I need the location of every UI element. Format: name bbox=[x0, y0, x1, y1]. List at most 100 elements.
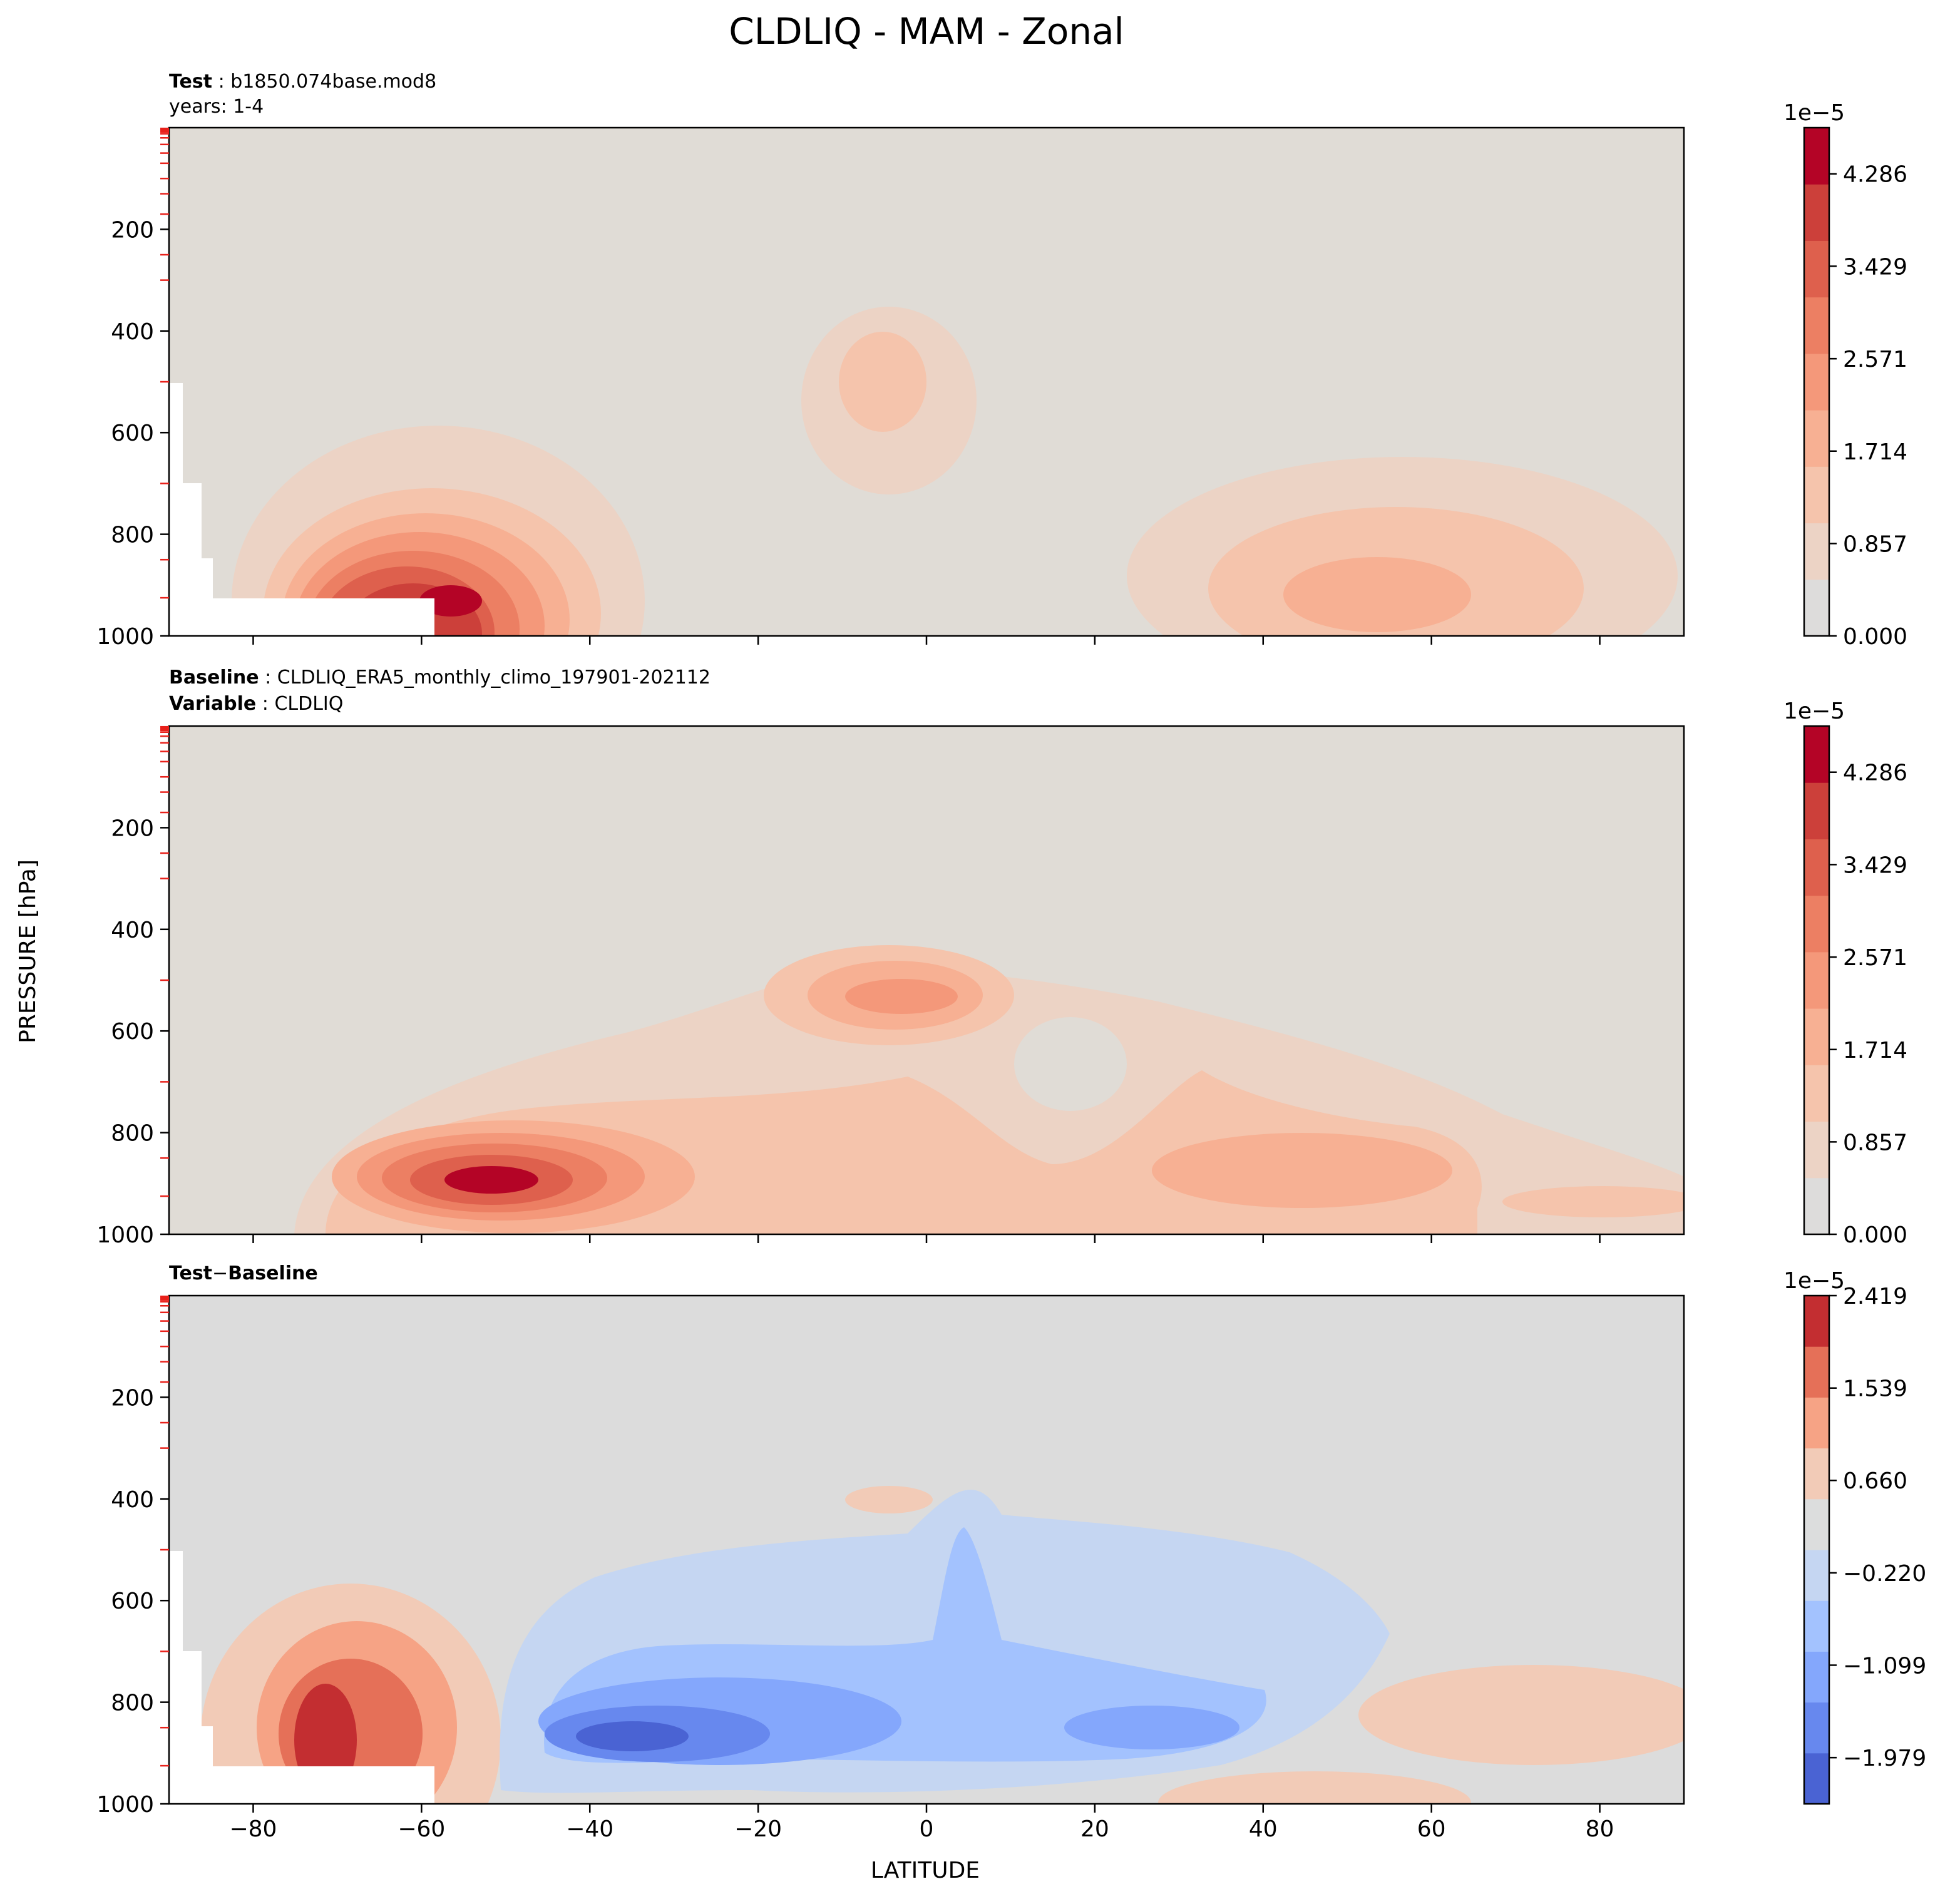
contour-arctic bbox=[1502, 1186, 1684, 1217]
x-ticks bbox=[252, 1234, 1601, 1243]
y-tick-label: 600 bbox=[111, 1589, 154, 1614]
colorbar-segment bbox=[1804, 1600, 1829, 1652]
colorbar-tick-label: 2.571 bbox=[1843, 945, 1907, 971]
panel-baseline-variable: CLDLIQ bbox=[274, 693, 343, 715]
y-tick-label: 1000 bbox=[96, 1792, 154, 1818]
colorbar-offset-label: 1e−5 bbox=[1783, 100, 1845, 126]
colorbar-segment bbox=[1804, 1651, 1829, 1703]
panel-test-title-line1: Test : b1850.074base.mod8 bbox=[169, 71, 436, 93]
colorbar-offset-label: 1e−5 bbox=[1783, 699, 1845, 724]
panel-test-case: b1850.074base.mod8 bbox=[230, 71, 436, 93]
colorbar-tick-label: 1.714 bbox=[1843, 439, 1907, 465]
y-tick-label: 400 bbox=[111, 1487, 154, 1513]
pressure-level-marks bbox=[160, 127, 169, 599]
y-tick-label: 800 bbox=[111, 1121, 154, 1147]
x-tick-label: 20 bbox=[1080, 1816, 1109, 1842]
colorbar-tick-label: 0.857 bbox=[1843, 531, 1907, 557]
panel-test-contours bbox=[169, 128, 1684, 636]
colorbar-segment bbox=[1804, 466, 1829, 524]
y-tick-label: 800 bbox=[111, 1691, 154, 1716]
colorbar-segment bbox=[1804, 1177, 1829, 1235]
contour-level-3b bbox=[1152, 1133, 1452, 1208]
contour-level-7 bbox=[444, 1166, 538, 1194]
colorbar-tick-label: 4.286 bbox=[1843, 760, 1907, 786]
colorbar-tick-label: 0.660 bbox=[1843, 1468, 1907, 1494]
y-tick-label: 1000 bbox=[96, 624, 154, 650]
colorbar-segment bbox=[1804, 1702, 1829, 1754]
colorbar-segment bbox=[1804, 1397, 1829, 1449]
x-tick-label: 60 bbox=[1417, 1816, 1446, 1842]
colorbar-segment bbox=[1804, 1065, 1829, 1122]
colorbar-tick-label: −0.220 bbox=[1843, 1561, 1926, 1587]
figure-title: CLDLIQ - MAM - Zonal bbox=[729, 10, 1124, 53]
contour-tropics-3 bbox=[845, 979, 958, 1014]
x-tick-label: −60 bbox=[398, 1816, 445, 1842]
x-tick-label: −20 bbox=[734, 1816, 782, 1842]
x-ticks: −80 −60 −40 −20 0 20 40 60 80 bbox=[229, 1804, 1614, 1842]
colorbar-segment bbox=[1804, 1498, 1829, 1550]
y-tick-label: 600 bbox=[111, 421, 154, 446]
colorbar-tick-label: 1.714 bbox=[1843, 1038, 1907, 1063]
topography-mask bbox=[169, 383, 434, 636]
contour-level-8 bbox=[419, 585, 482, 617]
panel-test-separator: : bbox=[212, 71, 230, 93]
panel-baseline-contours bbox=[169, 726, 1684, 1234]
x-tick-label: 0 bbox=[920, 1816, 934, 1842]
panel-difference-baseline: Baseline bbox=[228, 1262, 318, 1284]
panel-baseline-variable-label: Variable bbox=[169, 693, 256, 715]
panel-baseline-variable-separator: : bbox=[256, 693, 274, 715]
y-tick-label: 200 bbox=[111, 1385, 154, 1411]
panel-baseline-separator: : bbox=[259, 667, 277, 688]
panel-baseline: Baseline : CLDLIQ_ERA5_monthly_climo_197… bbox=[96, 667, 1907, 1248]
y-tick-label: 800 bbox=[111, 523, 154, 548]
x-ticks bbox=[252, 636, 1601, 645]
colorbar-tick-label: 2.419 bbox=[1843, 1284, 1907, 1309]
colorbar-segment bbox=[1804, 1550, 1829, 1601]
x-axis-label: LATITUDE bbox=[871, 1858, 980, 1883]
colorbar-segment bbox=[1804, 1008, 1829, 1065]
panel-baseline-label: Baseline bbox=[169, 667, 259, 688]
panel-difference-minus: − bbox=[212, 1262, 228, 1284]
colorbar-segment bbox=[1804, 839, 1829, 896]
x-tick-label: 40 bbox=[1249, 1816, 1278, 1842]
colorbar-tick-label: 0.000 bbox=[1843, 624, 1907, 650]
colorbar-segment bbox=[1804, 782, 1829, 839]
colorbar-frame bbox=[1803, 725, 1830, 1236]
colorbar-segment bbox=[1804, 297, 1829, 354]
contour-tropics-2 bbox=[839, 332, 926, 432]
colorbar-segment bbox=[1804, 128, 1829, 185]
colorbar-segment bbox=[1804, 240, 1829, 298]
colorbar-frame bbox=[1803, 126, 1830, 637]
colorbar-segment bbox=[1804, 410, 1829, 467]
colorbar-segment bbox=[1804, 1753, 1829, 1804]
y-tick-label: 600 bbox=[111, 1019, 154, 1045]
y-tick-label: 1000 bbox=[96, 1222, 154, 1248]
y-axis-label: PRESSURE [hPa] bbox=[15, 859, 41, 1043]
panel-baseline-title-line2: Variable : CLDLIQ bbox=[169, 693, 343, 715]
colorbar: 0.000 0.857 1.714 2.571 3.429 4.286 1e−5 bbox=[1783, 699, 1907, 1248]
y-tick-label: 400 bbox=[111, 918, 154, 943]
panel-test-label: Test bbox=[169, 71, 212, 93]
colorbar-segment bbox=[1804, 951, 1829, 1009]
colorbar-segment bbox=[1804, 1121, 1829, 1179]
contour-positive-upper bbox=[845, 1486, 933, 1513]
colorbar-segment bbox=[1804, 895, 1829, 953]
panel-difference-title: Test−Baseline bbox=[169, 1262, 318, 1284]
contour-negative-3b bbox=[1064, 1706, 1239, 1749]
colorbar-segment bbox=[1804, 1346, 1829, 1398]
y-tick-label: 200 bbox=[111, 816, 154, 841]
colorbar-tick-label: 3.429 bbox=[1843, 852, 1907, 878]
colorbar-tick-label: −1.979 bbox=[1843, 1746, 1926, 1771]
panel-difference-contours bbox=[169, 1296, 1684, 1804]
topography-mask bbox=[169, 1551, 434, 1804]
contour-negative-5 bbox=[576, 1721, 689, 1751]
colorbar-tick-label: 1.539 bbox=[1843, 1376, 1907, 1402]
colorbar-tick-label: −1.099 bbox=[1843, 1653, 1926, 1679]
colorbar-tick-label: 2.571 bbox=[1843, 347, 1907, 372]
colorbar-segment bbox=[1804, 184, 1829, 241]
panel-test-years: years: 1-4 bbox=[169, 96, 264, 118]
colorbar-segment bbox=[1804, 579, 1829, 637]
panel-test: Test : b1850.074base.mod8 years: 1-4 2 bbox=[96, 71, 1907, 650]
